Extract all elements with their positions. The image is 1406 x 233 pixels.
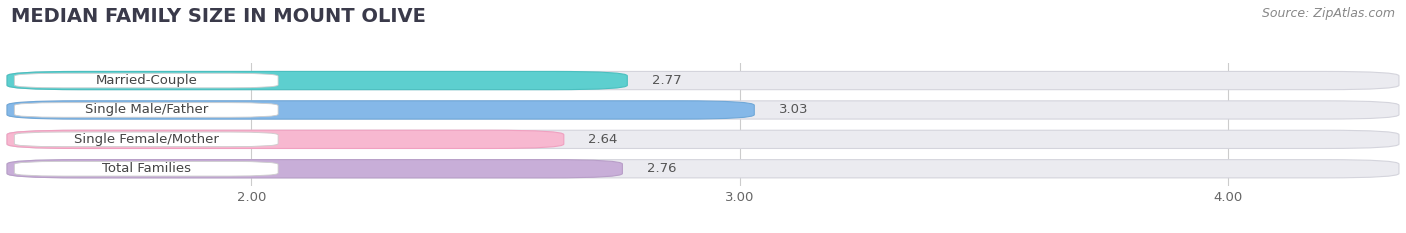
FancyBboxPatch shape bbox=[7, 160, 623, 178]
Text: 2.64: 2.64 bbox=[588, 133, 617, 146]
FancyBboxPatch shape bbox=[7, 130, 564, 148]
FancyBboxPatch shape bbox=[14, 132, 278, 147]
FancyBboxPatch shape bbox=[7, 72, 1399, 90]
FancyBboxPatch shape bbox=[7, 130, 1399, 148]
Text: Source: ZipAtlas.com: Source: ZipAtlas.com bbox=[1261, 7, 1395, 20]
Text: Single Male/Father: Single Male/Father bbox=[84, 103, 208, 116]
Text: Married-Couple: Married-Couple bbox=[96, 74, 197, 87]
FancyBboxPatch shape bbox=[14, 161, 278, 176]
Text: Total Families: Total Families bbox=[101, 162, 191, 175]
Text: 2.76: 2.76 bbox=[647, 162, 676, 175]
FancyBboxPatch shape bbox=[14, 73, 278, 88]
Text: 3.03: 3.03 bbox=[779, 103, 808, 116]
Text: 2.77: 2.77 bbox=[652, 74, 682, 87]
Text: MEDIAN FAMILY SIZE IN MOUNT OLIVE: MEDIAN FAMILY SIZE IN MOUNT OLIVE bbox=[11, 7, 426, 26]
FancyBboxPatch shape bbox=[7, 101, 1399, 119]
FancyBboxPatch shape bbox=[7, 160, 1399, 178]
FancyBboxPatch shape bbox=[7, 101, 754, 119]
Text: Single Female/Mother: Single Female/Mother bbox=[73, 133, 219, 146]
FancyBboxPatch shape bbox=[7, 72, 627, 90]
FancyBboxPatch shape bbox=[14, 103, 278, 117]
